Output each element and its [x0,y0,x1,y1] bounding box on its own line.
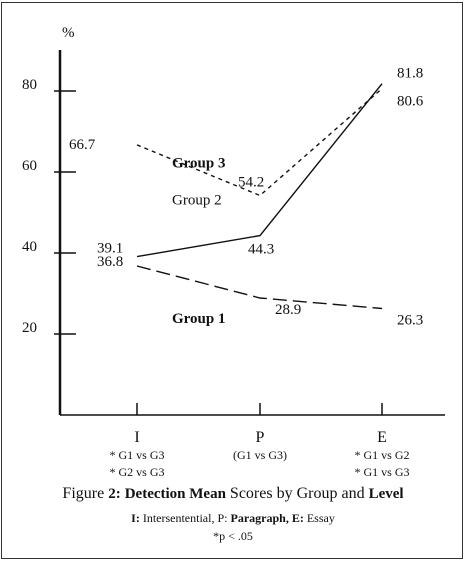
data-label-group-3: 80.6 [397,94,424,110]
x-tick-label-E: E [377,429,387,446]
caption-prefix: Figure [62,485,105,502]
figure-caption: Figure 2: Detection Mean Scores by Group… [0,485,466,503]
abbrev-i-key: I: [131,511,140,525]
caption-bold-title: Detection Mean [124,486,226,502]
caption-title-end: Level [368,486,404,502]
x-category-note: * G1 vs G3 [354,465,409,479]
caption-significance: *p < .05 [0,529,466,544]
data-label-group-1: 26.3 [397,312,423,328]
series-name-group-1: Group 1 [172,311,226,327]
y-tick-label-40: 40 [22,239,37,255]
y-ticks: 20 40 60 80 [22,77,76,336]
y-axis-unit-label: % [62,25,75,41]
data-label-group-1: 36.8 [97,254,123,270]
y-tick-label-80: 80 [22,77,37,93]
data-label-group-3: 54.2 [238,174,264,190]
series-name-group-2: Group 2 [172,193,222,209]
data-label-group-1: 28.9 [275,302,301,318]
x-ticks: I * G1 vs G3 * G2 vs G3 P (G1 vs G3) E * G1 vs… [109,403,410,479]
abbrev-i-text: Intersentential, P: [142,511,228,525]
x-tick-label-P: P [256,429,265,446]
x-category-note: * G1 vs G2 [354,448,409,462]
series-lines [136,83,383,310]
line-chart: % 20 40 60 80 I * G1 vs G3 * G2 vs G3 P (G1 vs … [22,25,445,479]
caption-number: 2: [108,486,121,502]
y-tick-label-60: 60 [22,158,37,174]
data-label-group-2: 39.1 [97,241,123,257]
data-label-group-2: 44.3 [248,242,274,258]
data-label-group-3: 66.7 [69,137,96,153]
series-line-group-3 [136,88,383,197]
abbrev-p-text: Paragraph, E: [230,511,304,525]
data-label-group-2: 81.8 [397,66,423,82]
series-line-group-1 [136,265,383,310]
y-tick-label-20: 20 [22,320,37,336]
significance-note: *p < .05 [213,529,253,543]
x-category-note: * G1 vs G3 [109,448,164,462]
caption-abbreviations: I: Intersentential, P: Paragraph, E: Ess… [0,511,466,526]
series-name-group-3: Group 3 [172,155,226,171]
series-line-group-2 [136,83,383,258]
series-labels: 36.8 28.9 26.3 39.1 44.3 81.8 66.7 54.2 80.6 Grou… [69,66,424,329]
x-category-note: * G2 vs G3 [109,465,164,479]
x-tick-label-I: I [134,429,139,446]
caption-title-middle: Scores by Group and [229,485,365,502]
abbrev-e-text: Essay [306,511,335,525]
x-category-note: (G1 vs G3) [233,448,287,462]
